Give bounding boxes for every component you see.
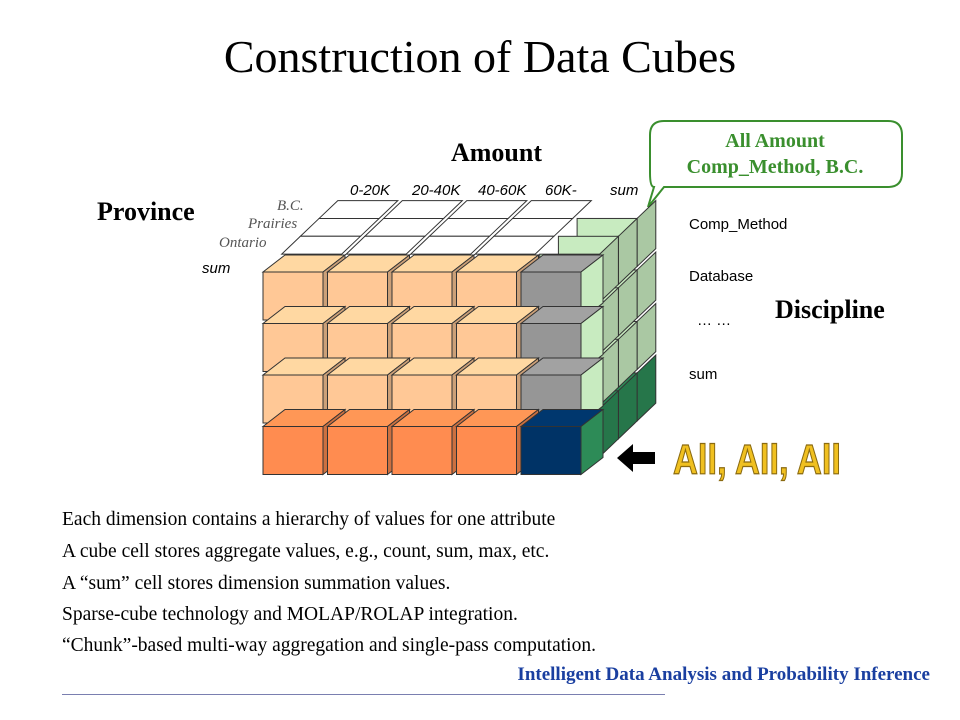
discipline-label-sum: sum [689,366,718,383]
bullet-3: A “sum” cell stores dimension summation … [62,573,451,594]
amount-label-20-40k: 20-40K [412,182,461,199]
discipline-label-ellipsis: … … [697,312,732,329]
province-label-bc: B.C. [277,198,304,214]
discipline-label-database: Database [689,268,754,285]
cube-cell-r3-c1-front [327,426,388,475]
axis-title-discipline: Discipline [775,295,885,324]
footer-divider [62,694,665,695]
all-all-all-label: All, All, All [672,435,841,483]
arrow-left-icon [617,444,655,472]
callout-text: All Amount Comp_Method, B.C. [651,128,899,180]
amount-label-40-60k: 40-60K [478,182,527,199]
back-layer-1-top-2 [409,235,491,255]
province-label-sum: sum [202,260,231,277]
cube-cell-r3-c0-front [262,426,324,475]
all-all-all-text: All, All, All [673,436,841,483]
cube-cell-r3-c4-front [520,426,582,475]
province-label-prairies: Prairies [248,216,298,232]
amount-label-60k: 60K- [545,182,577,199]
bullet-4: Sparse-cube technology and MOLAP/ROLAP i… [62,604,518,625]
footer-text: Intelligent Data Analysis and Probabilit… [517,664,930,685]
bullet-2: A cube cell stores aggregate values, e.g… [62,541,550,562]
province-label-ontario: Ontario [219,235,267,251]
back-layer-1-top-1 [344,235,427,255]
back-layer-1-top-3 [473,235,556,255]
bullet-5: “Chunk”-based multi-way aggregation and … [62,635,596,656]
callout-line-2: Comp_Method, B.C. [686,156,864,178]
cube-cell-r3-c3-front [456,426,517,475]
slide-title: Construction of Data Cubes [223,31,737,82]
bullet-1: Each dimension contains a hierarchy of v… [62,509,556,530]
amount-label-0-20k: 0-20K [350,182,391,199]
axis-title-province: Province [97,197,195,226]
callout-bubble [647,120,903,208]
cube-cell-r3-c2-front [391,426,453,475]
data-cube [261,199,657,476]
discipline-label-comp-method: Comp_Method [689,216,788,233]
axis-title-amount: Amount [451,138,543,167]
amount-label-sum: sum [610,182,639,199]
back-layer-1-top-0 [280,235,362,255]
callout-line-1: All Amount [725,130,825,152]
